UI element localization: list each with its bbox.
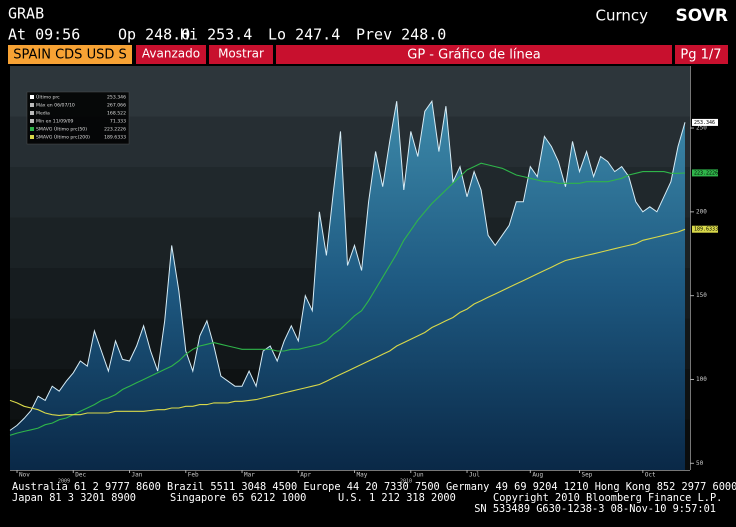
legend-value: 253.346 — [107, 95, 126, 101]
legend-swatch — [30, 95, 34, 99]
legend-value: 168.522 — [107, 111, 126, 117]
legend-label: SMAVG Último prc(200) — [36, 134, 90, 141]
y-tick-label: 250 — [696, 125, 707, 132]
chart-title: GP - Gráfico de línea — [407, 48, 541, 63]
legend-swatch — [30, 119, 34, 123]
x-tick-label: Jun — [413, 472, 424, 479]
footer-item: U.S. 1 212 318 2000 — [338, 492, 456, 504]
quote-item: Hi 253.4 — [180, 26, 252, 44]
legend-label: Mín en 11/09/09 — [36, 118, 74, 125]
series-line — [9, 228, 686, 416]
legend-swatch — [30, 103, 34, 107]
area-fill — [10, 101, 685, 470]
button-label: Mostrar — [218, 47, 264, 61]
footer-item: Japan 81 3 3201 8900 — [12, 492, 136, 504]
plot: 50100150200250253.346223.2226189.6333Nov… — [9, 66, 718, 485]
y-tick-label: 150 — [696, 292, 707, 299]
button[interactable] — [136, 45, 206, 64]
legend-label: Último prc — [36, 94, 60, 101]
year-label: 2009 — [58, 479, 70, 485]
x-tick-label: Aug — [532, 472, 543, 479]
legend-value: 189.6333 — [104, 135, 126, 141]
last-value-flag — [692, 225, 718, 233]
button-label: Avanzado — [142, 47, 200, 61]
last-value-flag — [692, 118, 718, 126]
function: SOVR — [676, 6, 729, 26]
footer-item: Copyright 2010 Bloomberg Finance L.P. — [493, 492, 722, 504]
x-tick-label: Mar — [244, 472, 255, 479]
title-bar — [276, 45, 672, 64]
footer: Australia 61 2 9777 8600 Brazil 5511 304… — [12, 481, 736, 515]
button[interactable] — [209, 45, 273, 64]
legend-box — [26, 91, 130, 145]
last-value-flag — [692, 169, 718, 177]
page-indicator: Pg 1/7 — [680, 48, 721, 63]
x-tick-label: Sep — [582, 472, 593, 479]
legend-swatch — [30, 135, 34, 139]
legend-label: Máx en 06/07/10 — [36, 102, 75, 109]
legend-label: SMAVG Último prc(50) — [36, 126, 87, 133]
x-tick-label: Jan — [132, 472, 143, 479]
last-value-label: 223.2226 — [694, 170, 718, 176]
page-box[interactable] — [675, 45, 728, 64]
legend: Último prc 253.346 Máx en 06/07/10 267.066 M… — [26, 91, 130, 145]
y-tick-label: 100 — [696, 376, 707, 383]
x-tick-label: May — [357, 472, 368, 479]
x-tick-label: Apr — [300, 472, 311, 479]
x-tick-label: Feb — [188, 472, 199, 479]
year-label: 2010 — [400, 479, 412, 485]
legend-label: Media — [36, 111, 50, 117]
series-line — [9, 99, 686, 431]
legend-value: 223.2226 — [104, 127, 126, 133]
last-value-label: 189.6333 — [694, 227, 718, 233]
quote-item: At 09:56 — [8, 26, 80, 44]
footer-line: Australia 61 2 9777 8600 Brazil 5511 304… — [12, 481, 736, 493]
last-value-label: 253.346 — [694, 120, 715, 126]
market: Curncy — [595, 7, 648, 25]
footer-line: SN 533489 G630-1238-3 08-Nov-10 9:57:01 — [474, 503, 716, 515]
legend-value: 267.066 — [107, 103, 126, 109]
y-tick-label: 50 — [696, 460, 704, 467]
x-tick-label: Nov — [19, 472, 30, 479]
legend-value: 71.333 — [110, 119, 126, 125]
quote-item: Prev 248.0 — [356, 26, 446, 44]
legend-swatch — [30, 111, 34, 115]
legend-swatch — [30, 127, 34, 131]
quote-item: Lo 247.4 — [268, 26, 340, 44]
security-box[interactable] — [8, 45, 132, 64]
security: SPAIN CDS USD S — [13, 48, 126, 63]
y-tick-label: 200 — [696, 208, 707, 215]
footer-item: Singapore 65 6212 1000 — [170, 492, 306, 504]
x-tick-label: Oct — [645, 472, 656, 479]
ticker: GRAB — [8, 5, 44, 23]
quote-item: Op 248.0 — [118, 26, 190, 44]
quote-line: At 09:56 Op 248.0Hi 253.4 Lo 247.4 Prev 248… — [8, 26, 446, 44]
x-tick-label: Dec — [75, 472, 86, 479]
x-tick-label: Jul — [469, 472, 480, 479]
series-line — [9, 162, 686, 436]
